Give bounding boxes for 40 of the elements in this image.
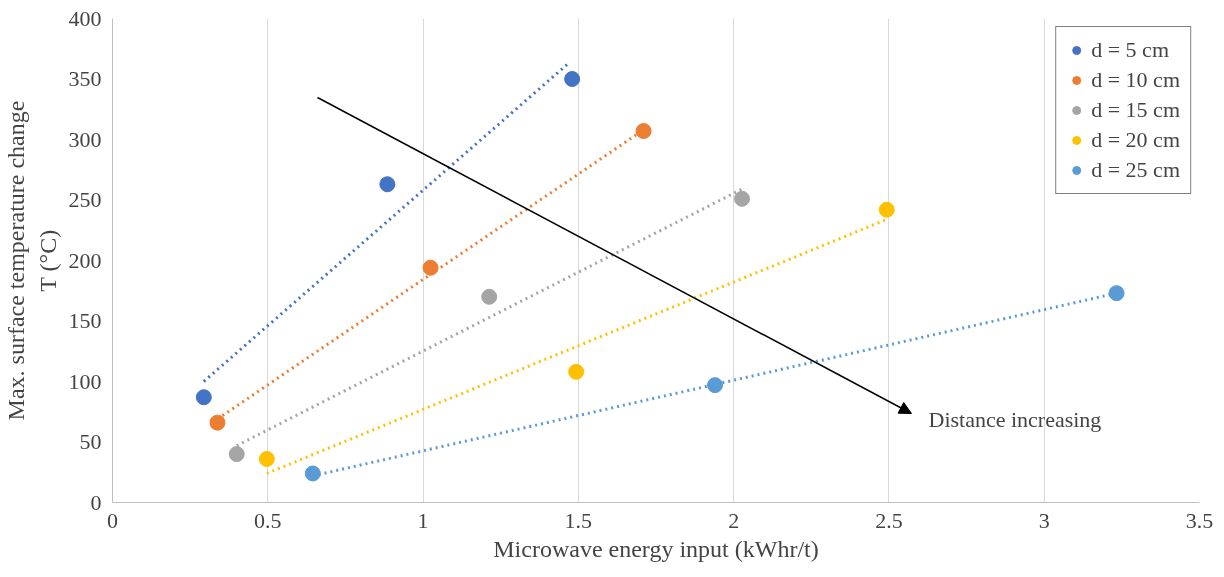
y-tick-label: 400 — [68, 5, 102, 31]
y-tick-label: 150 — [68, 308, 102, 333]
legend-label: d = 20 cm — [1091, 127, 1180, 153]
legend-label: d = 15 cm — [1091, 97, 1180, 123]
y-tick-label: 300 — [68, 126, 102, 152]
legend-label: d = 10 cm — [1091, 67, 1180, 93]
x-tick-label: 0 — [107, 507, 118, 533]
x-tick-label: 3.5 — [1185, 507, 1214, 533]
point — [228, 446, 245, 463]
point — [422, 259, 439, 276]
point — [635, 123, 652, 140]
point — [379, 176, 396, 193]
point — [734, 190, 751, 207]
x-tick-label: 2 — [728, 507, 740, 533]
point — [878, 201, 895, 218]
point — [481, 288, 498, 305]
y-tick-label: 350 — [68, 66, 102, 91]
legend-label: d = 5 cm — [1091, 37, 1169, 63]
x-tick-label: 0.5 — [254, 507, 282, 533]
point — [564, 71, 581, 87]
point — [707, 377, 724, 394]
y-tick-label: 50 — [79, 429, 102, 454]
point — [258, 450, 275, 467]
legend-label: d = 25 cm — [1091, 157, 1180, 183]
y-tick-label: 100 — [68, 368, 102, 394]
x-tick-label: 1 — [417, 507, 429, 533]
point — [568, 363, 585, 380]
point — [1108, 285, 1125, 302]
x-tick-label: 3 — [1038, 507, 1050, 533]
point — [209, 414, 226, 431]
x-tick-label: 2.5 — [875, 507, 903, 533]
y-tick-label: 250 — [68, 187, 102, 212]
y-tick-label: 0 — [90, 489, 102, 515]
x-axis-title: Microwave energy input (kWhr/t) — [493, 535, 819, 562]
annotation: Distance increasing — [928, 407, 1102, 432]
y-axis-title: Max. surface temperature change T (°C) — [3, 100, 61, 421]
x-tick-label: 1.5 — [564, 507, 593, 533]
y-tick-label: 200 — [68, 247, 102, 273]
point — [195, 389, 212, 406]
point — [304, 465, 321, 482]
